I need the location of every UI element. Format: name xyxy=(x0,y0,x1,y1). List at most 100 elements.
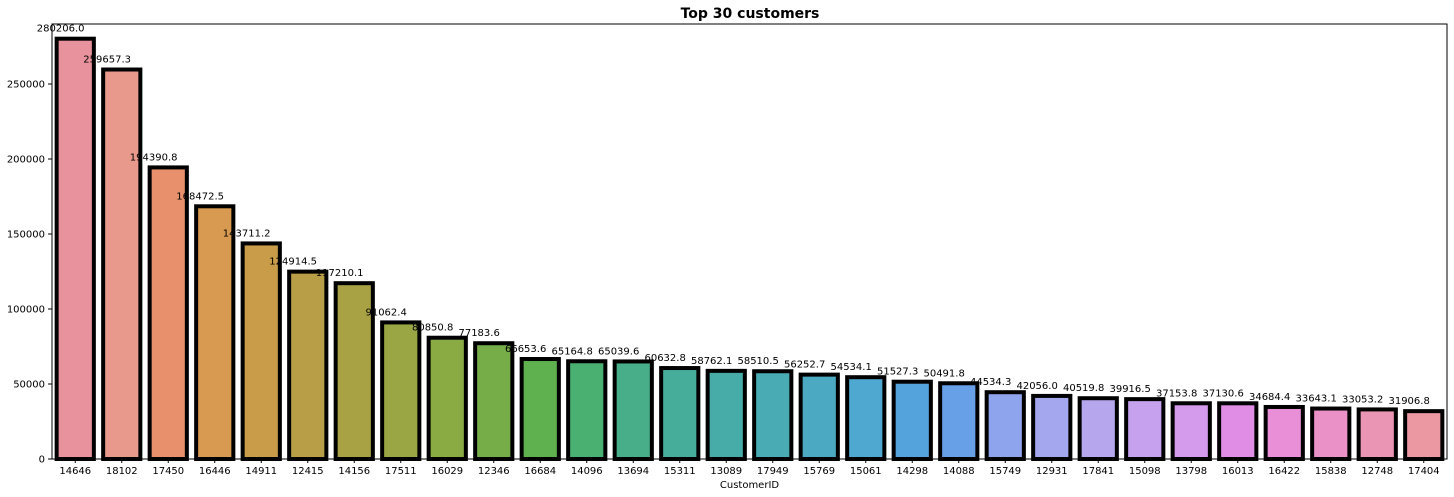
x-tick-label: 16013 xyxy=(1222,466,1254,477)
y-axis: 0 50000 100000 150000 200000 250000 xyxy=(7,80,52,466)
x-tick-label: 13798 xyxy=(1175,466,1207,477)
value-label-14096: 65164.8 xyxy=(551,346,592,357)
x-tick-label: 14156 xyxy=(338,466,370,477)
bar-14088 xyxy=(938,381,980,462)
x-tick-label: 15838 xyxy=(1315,466,1347,477)
x-tick-label: 14911 xyxy=(245,466,277,477)
x-tick-label: 14298 xyxy=(896,466,928,477)
bar-18102 xyxy=(101,67,143,461)
value-label-16446: 168472.5 xyxy=(176,191,224,202)
y-tick-label: 0 xyxy=(39,455,45,466)
value-label-16684: 66653.6 xyxy=(505,344,546,355)
bar-16013 xyxy=(1217,401,1259,461)
x-tick-label: 17511 xyxy=(385,466,417,477)
x-tick-label: 16446 xyxy=(199,466,231,477)
value-label-12415: 124914.5 xyxy=(269,257,317,268)
bar-12748 xyxy=(1356,407,1398,462)
x-tick-label: 15749 xyxy=(989,466,1021,477)
x-tick-label: 12748 xyxy=(1361,466,1393,477)
x-tick-label: 14646 xyxy=(59,466,91,477)
value-label-13798: 37153.8 xyxy=(1156,388,1197,399)
bar-17949 xyxy=(752,369,794,462)
bar-13089 xyxy=(705,368,747,461)
bar-14298 xyxy=(891,379,933,461)
bar-15311 xyxy=(659,366,701,461)
x-tick-label: 16029 xyxy=(431,466,463,477)
x-tick-label: 17450 xyxy=(152,466,184,477)
bar-17511 xyxy=(380,320,422,461)
plot-frame xyxy=(51,23,1448,460)
y-tick-label: 150000 xyxy=(7,230,45,241)
value-label-16013: 37130.6 xyxy=(1202,388,1243,399)
x-tick-label: 15311 xyxy=(664,466,696,477)
bar-14096 xyxy=(566,359,608,461)
bar-15838 xyxy=(1310,406,1352,462)
bar-12346 xyxy=(473,341,515,461)
x-tick-label: 16422 xyxy=(1268,466,1300,477)
bar-16029 xyxy=(426,335,468,461)
value-label-17404: 31906.8 xyxy=(1388,396,1429,407)
value-label-15311: 60632.8 xyxy=(644,353,685,364)
value-label-12346: 77183.6 xyxy=(458,328,499,339)
x-axis-label: CustomerID xyxy=(720,480,780,491)
value-label-17949: 58510.5 xyxy=(737,356,778,367)
bar-12415 xyxy=(287,269,329,461)
x-tick-label: 18102 xyxy=(106,466,138,477)
value-label-17841: 40519.8 xyxy=(1063,383,1104,394)
bars-group xyxy=(54,36,1445,462)
x-tick-label: 12415 xyxy=(292,466,324,477)
bar-16684 xyxy=(519,357,561,461)
bar-12931 xyxy=(1031,393,1073,462)
x-tick-label: 14096 xyxy=(571,466,603,477)
x-tick-label: 17949 xyxy=(757,466,789,477)
value-label-16422: 34684.4 xyxy=(1249,392,1290,403)
value-label-14156: 117210.1 xyxy=(316,268,364,279)
bar-15098 xyxy=(1124,397,1166,462)
value-labels-group: 280206.0 259657.3 194390.8 168472.5 143711.2… xyxy=(37,24,1430,407)
x-tick-label: 15098 xyxy=(1129,466,1161,477)
x-tick-label: 14088 xyxy=(943,466,975,477)
y-tick-label: 200000 xyxy=(7,155,45,166)
bar-17404 xyxy=(1403,409,1445,462)
bar-13694 xyxy=(612,359,654,461)
x-tick-label: 16684 xyxy=(524,466,556,477)
value-label-14646: 280206.0 xyxy=(37,24,85,35)
y-tick-label: 50000 xyxy=(13,380,45,391)
x-tick-label: 15061 xyxy=(850,466,882,477)
x-tick-label: 15769 xyxy=(803,466,835,477)
x-axis: 14646 18102 17450 16446 14911 12415 14156 17511… xyxy=(59,459,1440,477)
bar-16446 xyxy=(194,204,236,461)
bar-14911 xyxy=(240,241,282,461)
bar-17841 xyxy=(1077,396,1119,461)
x-tick-label: 13089 xyxy=(710,466,742,477)
value-label-15749: 44534.3 xyxy=(970,377,1011,388)
value-label-16029: 80850.8 xyxy=(412,323,453,334)
value-label-13694: 65039.6 xyxy=(598,346,639,357)
bar-15061 xyxy=(845,375,887,462)
bar-13798 xyxy=(1170,401,1212,461)
value-label-17450: 194390.8 xyxy=(130,152,178,163)
value-label-17511: 91062.4 xyxy=(365,307,406,318)
value-label-15098: 39916.5 xyxy=(1109,384,1150,395)
bar-14646 xyxy=(54,36,96,461)
value-label-13089: 58762.1 xyxy=(691,356,732,367)
bar-17450 xyxy=(147,165,189,461)
bar-16422 xyxy=(1263,404,1305,461)
value-label-15838: 33643.1 xyxy=(1295,394,1336,405)
x-tick-label: 12346 xyxy=(478,466,510,477)
value-label-12931: 42056.0 xyxy=(1016,381,1057,392)
x-tick-label: 12931 xyxy=(1036,466,1068,477)
value-label-14088: 50491.8 xyxy=(923,368,964,379)
y-tick-label: 250000 xyxy=(7,80,45,91)
value-label-18102: 259657.3 xyxy=(83,55,131,66)
x-tick-label: 13694 xyxy=(617,466,649,477)
y-tick-label: 100000 xyxy=(7,305,45,316)
value-label-15769: 56252.7 xyxy=(784,360,825,371)
value-label-12748: 33053.2 xyxy=(1342,394,1383,405)
value-label-14298: 51527.3 xyxy=(877,367,918,378)
bar-15769 xyxy=(798,372,840,461)
value-label-14911: 143711.2 xyxy=(223,228,271,239)
x-tick-label: 17841 xyxy=(1082,466,1114,477)
value-label-15061: 54534.1 xyxy=(830,362,871,373)
